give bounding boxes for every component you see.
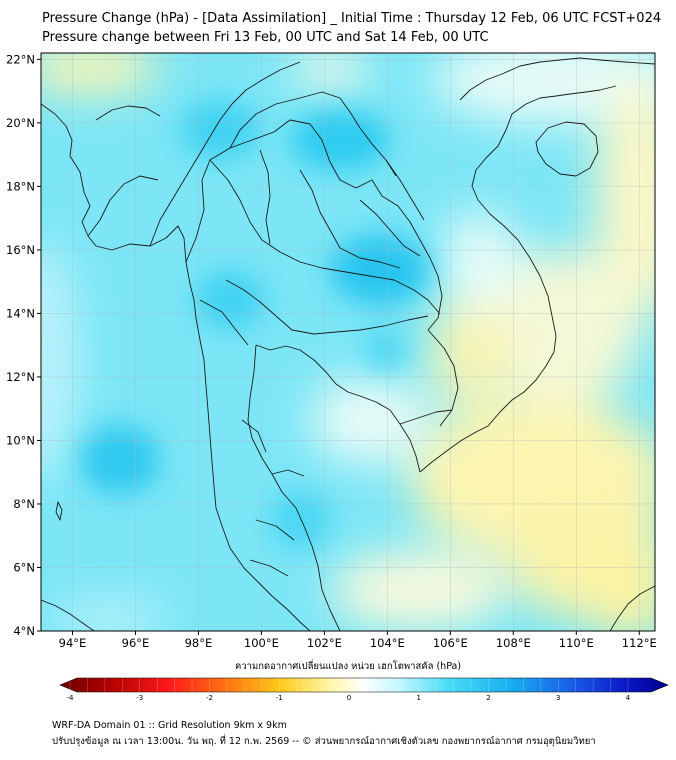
colorbar-tick-label: -4 — [67, 694, 75, 702]
lat-tick-label: 10°N — [6, 433, 35, 447]
lon-tick-label: 102°E — [307, 636, 342, 650]
colorbar-tick-label: 2 — [486, 694, 490, 702]
pressure-change-field — [41, 53, 655, 631]
map-subtitle: Pressure change between Fri 13 Feb, 00 U… — [42, 30, 489, 45]
colorbar-tick-label: 4 — [626, 694, 631, 702]
lat-tick-label: 18°N — [6, 179, 35, 193]
lat-tick-label: 16°N — [6, 243, 35, 257]
coastlines-and-borders — [41, 57, 655, 631]
lon-tick-label: 94°E — [59, 636, 87, 650]
latitude-axis: 22°N 20°N 18°N 16°N 14°N 12°N 10°N 8°N 6°N 4°N — [6, 52, 41, 638]
colorbar-tick-label: 3 — [556, 694, 560, 702]
colorbar-tick-label: 1 — [417, 694, 421, 702]
lat-tick-label: 12°N — [6, 370, 35, 384]
update-info: ปรับปรุงข้อมูล ณ เวลา 13:00น. วัน พฤ. ที… — [52, 736, 596, 747]
colorbar-tick-label: 0 — [347, 694, 351, 702]
lat-tick-label: 8°N — [13, 497, 35, 511]
map-frame — [40, 52, 656, 632]
lat-tick-label: 4°N — [13, 624, 35, 638]
lon-tick-label: 112°E — [622, 636, 657, 650]
colorbar-tick-label: -1 — [276, 694, 283, 702]
longitude-axis: 94°E 96°E 98°E 100°E 102°E 104°E 106°E 108°E 110… — [59, 631, 657, 650]
model-info: WRF-DA Domain 01 :: Grid Resolution 9km … — [52, 720, 287, 731]
colorbar-title: ความกดอากาศเปลี่ยนแปลง หน่วย เฮกโตพาสคัล… — [235, 659, 461, 672]
lat-tick-label: 6°N — [13, 560, 35, 574]
lon-tick-label: 110°E — [559, 636, 594, 650]
lon-tick-label: 106°E — [433, 636, 468, 650]
colorbar-tick-label: -3 — [136, 694, 143, 702]
lon-tick-label: 98°E — [185, 636, 213, 650]
lon-tick-label: 96°E — [122, 636, 150, 650]
colorbar-tick-label: -2 — [206, 694, 213, 702]
lon-tick-label: 100°E — [244, 636, 279, 650]
map-title: Pressure Change (hPa) - [Data Assimilati… — [42, 11, 662, 26]
graticule — [41, 53, 655, 631]
lon-tick-label: 104°E — [370, 636, 405, 650]
lat-tick-label: 22°N — [6, 52, 35, 66]
lon-tick-label: 108°E — [496, 636, 531, 650]
colorbar: -4 -3 -2 -1 0 1 2 3 4 — [59, 677, 669, 702]
lat-tick-label: 20°N — [6, 116, 35, 130]
lat-tick-label: 14°N — [6, 306, 35, 320]
